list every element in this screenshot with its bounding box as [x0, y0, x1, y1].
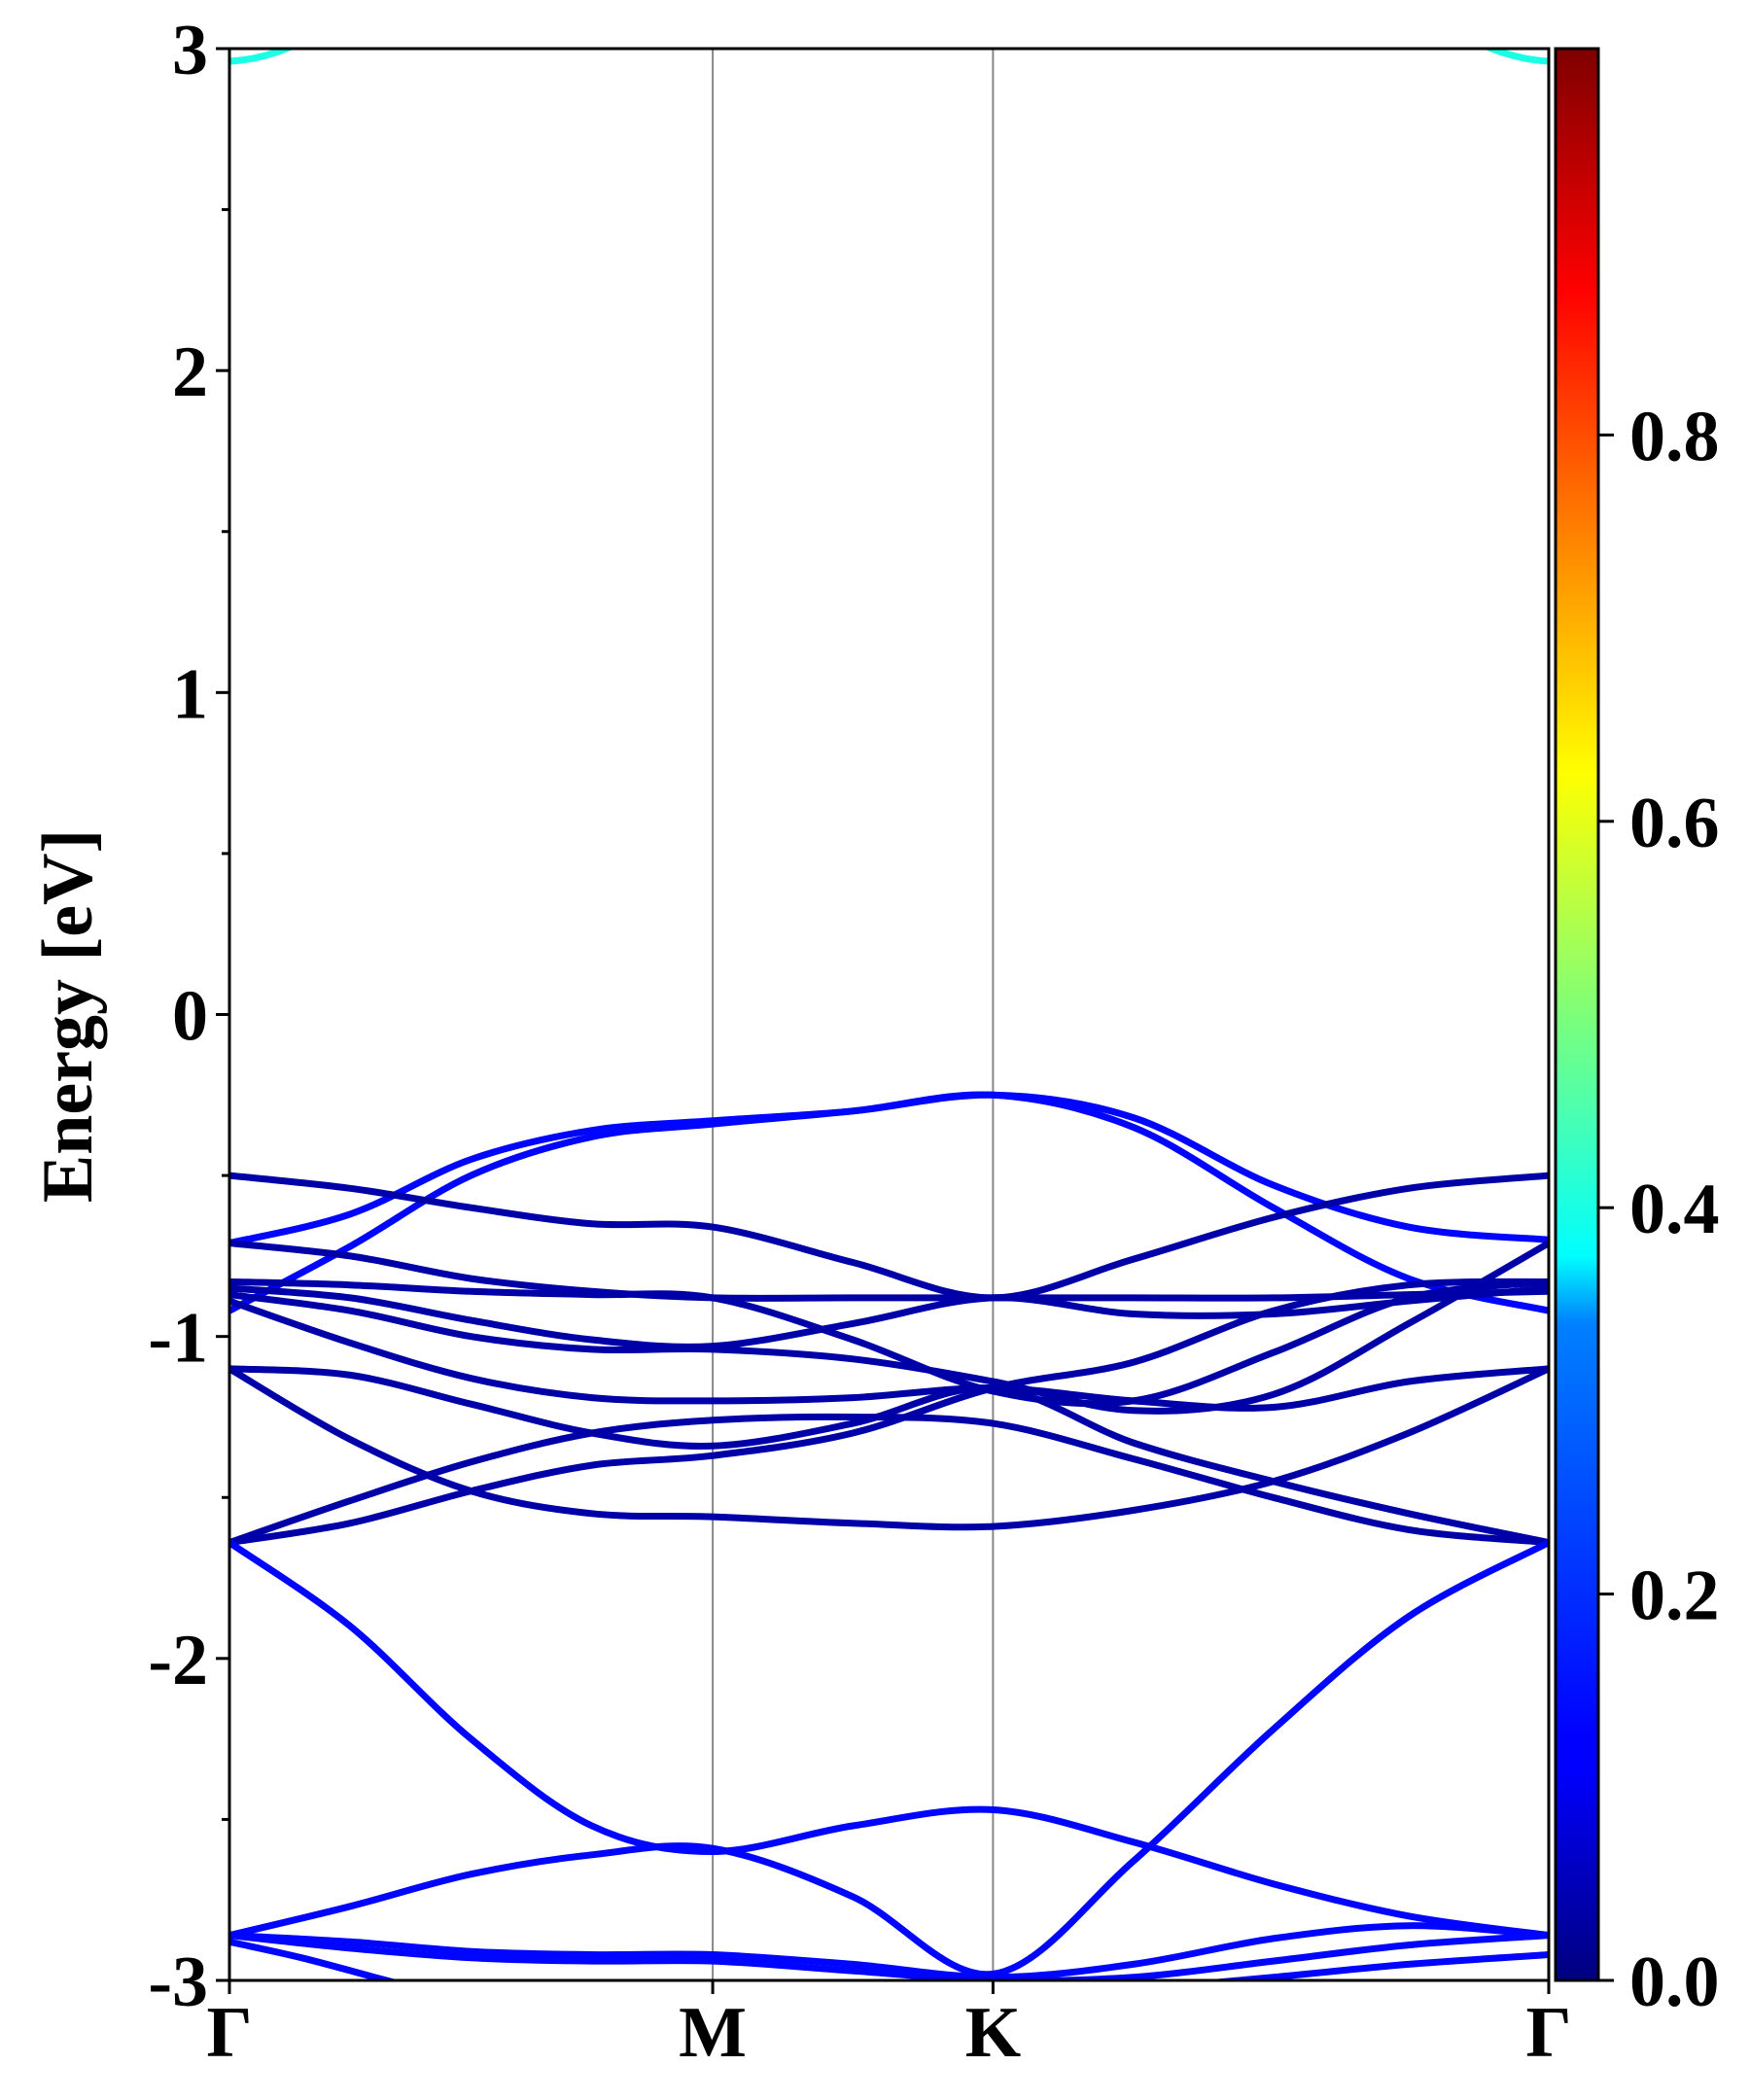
band-line-2: [229, 1091, 1549, 1314]
band-line-15: [229, 1922, 1549, 1980]
band-line-5: [229, 1278, 1549, 1408]
band-line-12: [229, 1278, 1549, 1547]
band-line-6: [229, 1284, 1549, 1350]
y-tick-label: 3: [172, 11, 208, 90]
band-line-11: [229, 1413, 1549, 1547]
band-lines: [229, 49, 1549, 1980]
kpoint-divider-lines: [712, 49, 995, 1980]
colorbar-tick-label: 0.6: [1629, 784, 1720, 863]
band-line-7: [229, 1240, 1549, 1415]
band-line-20: [1483, 49, 1549, 65]
band-line-8: [229, 1297, 1549, 1412]
colorbar-tick-label: 0.4: [1629, 1170, 1720, 1249]
band-line-3: [229, 1172, 1549, 1302]
y-axis-label: Energy [eV]: [28, 829, 108, 1203]
y-tick-label: 2: [172, 332, 208, 412]
y-axis-ticks: -3 -2 -1 0 1 2 3: [148, 11, 229, 2022]
x-tick-label-2: M: [679, 1993, 747, 2073]
colorbar-tick-label: 0.8: [1629, 397, 1720, 476]
band-line-18: [1201, 1951, 1549, 1980]
band-line-1: [229, 1091, 1549, 1247]
colorbar-ticks: 0.0 0.2 0.4 0.6 0.8: [1598, 397, 1720, 2022]
band-line-13: [229, 1539, 1549, 1940]
plot-frame: [228, 47, 1551, 1982]
band-line-9: [229, 1365, 1549, 1547]
x-tick-label-3: K: [965, 1993, 1022, 2073]
band-line-16: [229, 1932, 1549, 1980]
x-tick-label-4: Γ: [1525, 1993, 1571, 2073]
colorbar-tick-label: 0.0: [1629, 1942, 1720, 2022]
colorbar: [1554, 47, 1600, 1982]
colorbar-tick-label: 0.2: [1629, 1557, 1720, 1636]
y-tick-label: -1: [148, 1299, 208, 1379]
band-line-19: [229, 49, 296, 65]
band-line-10: [229, 1365, 1549, 1531]
band-line-17: [229, 1938, 401, 1980]
x-tick-label-1: Γ: [206, 1993, 252, 2073]
y-tick-label: 1: [172, 654, 208, 734]
band-line-14: [229, 1539, 1549, 1978]
y-tick-label: -2: [148, 1621, 208, 1700]
y-tick-label: 0: [172, 977, 208, 1057]
y-tick-label: -3: [148, 1942, 208, 2022]
